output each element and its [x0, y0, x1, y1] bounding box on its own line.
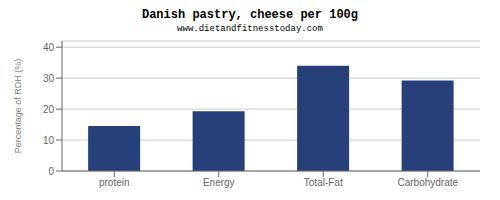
svg-text:10: 10 [43, 135, 55, 146]
svg-text:Carbohydrate: Carbohydrate [397, 177, 458, 188]
svg-text:20: 20 [43, 104, 55, 115]
html-text:Danish pastry, cheese per 100g: Danish pastry, cheese per 100g [142, 8, 358, 22]
svg-text:Percentage of RDH (%): Percentage of RDH (%) [13, 59, 23, 154]
svg-text:0: 0 [48, 166, 54, 177]
svg-text:protein: protein [99, 177, 130, 188]
svg-text:Energy: Energy [203, 177, 235, 188]
svg-text:40: 40 [43, 42, 55, 53]
svg-text:Total-Fat: Total-Fat [304, 177, 343, 188]
svg-text:30: 30 [43, 73, 55, 84]
html-text:www.dietandfitnesstoday.com: www.dietandfitnesstoday.com [177, 24, 323, 34]
